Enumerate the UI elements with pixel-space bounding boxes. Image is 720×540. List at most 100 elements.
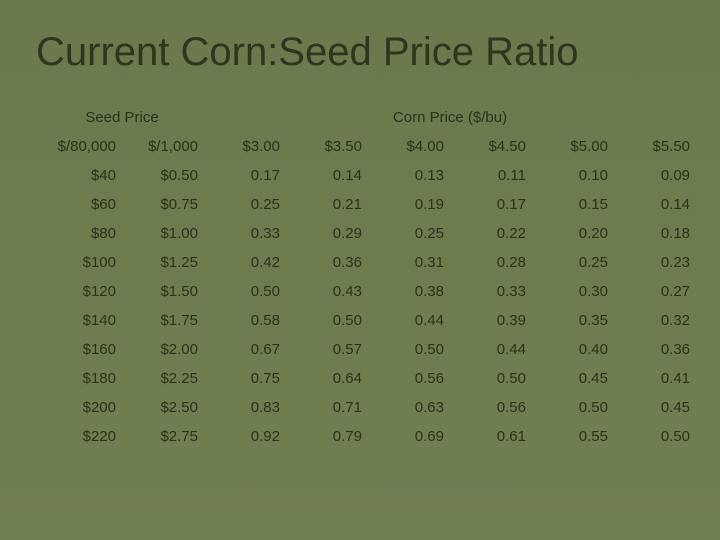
cell: $220 <box>40 422 122 451</box>
cell: 0.57 <box>286 335 368 364</box>
cell: 0.10 <box>532 161 614 190</box>
cell: 0.44 <box>368 306 450 335</box>
group-header-row: Seed Price Corn Price ($/bu) <box>40 103 696 132</box>
cell: $140 <box>40 306 122 335</box>
cell: 0.50 <box>204 277 286 306</box>
table-row: $100 $1.25 0.42 0.36 0.31 0.28 0.25 0.23 <box>40 248 696 277</box>
cell: 0.39 <box>450 306 532 335</box>
cell: 0.14 <box>614 190 696 219</box>
table-row: $160 $2.00 0.67 0.57 0.50 0.44 0.40 0.36 <box>40 335 696 364</box>
cell: 0.09 <box>614 161 696 190</box>
table-row: $220 $2.75 0.92 0.79 0.69 0.61 0.55 0.50 <box>40 422 696 451</box>
cell: 0.36 <box>614 335 696 364</box>
cell: $120 <box>40 277 122 306</box>
cell: $200 <box>40 393 122 422</box>
cell: 0.50 <box>532 393 614 422</box>
cell: $1.00 <box>122 219 204 248</box>
cell: 0.35 <box>532 306 614 335</box>
cell: 0.92 <box>204 422 286 451</box>
cell: $180 <box>40 364 122 393</box>
cell: 0.64 <box>286 364 368 393</box>
cell: 0.71 <box>286 393 368 422</box>
cell: 0.25 <box>204 190 286 219</box>
cell: $2.50 <box>122 393 204 422</box>
table-body: $40 $0.50 0.17 0.14 0.13 0.11 0.10 0.09 … <box>40 161 696 451</box>
cell: 0.50 <box>368 335 450 364</box>
cell: 0.50 <box>286 306 368 335</box>
cell: 0.21 <box>286 190 368 219</box>
cell: $1.50 <box>122 277 204 306</box>
cell: 0.29 <box>286 219 368 248</box>
cell: 0.44 <box>450 335 532 364</box>
cell: 0.13 <box>368 161 450 190</box>
cell: $2.75 <box>122 422 204 451</box>
col-header: $3.00 <box>204 132 286 161</box>
table-row: $180 $2.25 0.75 0.64 0.56 0.50 0.45 0.41 <box>40 364 696 393</box>
cell: 0.45 <box>614 393 696 422</box>
cell: 0.45 <box>532 364 614 393</box>
cell: 0.75 <box>204 364 286 393</box>
column-header-row: $/80,000 $/1,000 $3.00 $3.50 $4.00 $4.50… <box>40 132 696 161</box>
cell: 0.20 <box>532 219 614 248</box>
cell: 0.17 <box>204 161 286 190</box>
cell: 0.22 <box>450 219 532 248</box>
cell: 0.67 <box>204 335 286 364</box>
cell: 0.30 <box>532 277 614 306</box>
cell: 0.19 <box>368 190 450 219</box>
col-header: $5.50 <box>614 132 696 161</box>
cell: $160 <box>40 335 122 364</box>
cell: 0.11 <box>450 161 532 190</box>
col-header: $/80,000 <box>40 132 122 161</box>
cell: 0.36 <box>286 248 368 277</box>
cell: $1.75 <box>122 306 204 335</box>
cell: 0.50 <box>450 364 532 393</box>
table-row: $80 $1.00 0.33 0.29 0.25 0.22 0.20 0.18 <box>40 219 696 248</box>
cell: 0.25 <box>532 248 614 277</box>
cell: 0.43 <box>286 277 368 306</box>
col-header: $4.00 <box>368 132 450 161</box>
ratio-table: Seed Price Corn Price ($/bu) $/80,000 $/… <box>40 103 696 451</box>
slide: Current Corn:Seed Price Ratio Seed Price… <box>0 0 720 540</box>
cell: $80 <box>40 219 122 248</box>
cell: $2.25 <box>122 364 204 393</box>
cell: 0.33 <box>450 277 532 306</box>
cell: 0.56 <box>368 364 450 393</box>
cell: 0.69 <box>368 422 450 451</box>
cell: 0.58 <box>204 306 286 335</box>
col-header: $/1,000 <box>122 132 204 161</box>
cell: 0.14 <box>286 161 368 190</box>
cell: 0.83 <box>204 393 286 422</box>
cell: 0.40 <box>532 335 614 364</box>
cell: $0.50 <box>122 161 204 190</box>
cell: 0.50 <box>614 422 696 451</box>
slide-title: Current Corn:Seed Price Ratio <box>36 30 690 75</box>
cell: 0.25 <box>368 219 450 248</box>
cell: 0.31 <box>368 248 450 277</box>
table-row: $40 $0.50 0.17 0.14 0.13 0.11 0.10 0.09 <box>40 161 696 190</box>
table-row: $60 $0.75 0.25 0.21 0.19 0.17 0.15 0.14 <box>40 190 696 219</box>
table-row: $140 $1.75 0.58 0.50 0.44 0.39 0.35 0.32 <box>40 306 696 335</box>
cell: 0.38 <box>368 277 450 306</box>
cell: 0.28 <box>450 248 532 277</box>
col-header: $5.00 <box>532 132 614 161</box>
group-header-corn-price: Corn Price ($/bu) <box>204 103 696 132</box>
cell: 0.56 <box>450 393 532 422</box>
cell: 0.42 <box>204 248 286 277</box>
cell: 0.41 <box>614 364 696 393</box>
cell: $2.00 <box>122 335 204 364</box>
cell: 0.23 <box>614 248 696 277</box>
cell: 0.79 <box>286 422 368 451</box>
col-header: $3.50 <box>286 132 368 161</box>
cell: 0.17 <box>450 190 532 219</box>
cell: $100 <box>40 248 122 277</box>
cell: $0.75 <box>122 190 204 219</box>
group-header-seed-price: Seed Price <box>40 103 204 132</box>
table-row: $120 $1.50 0.50 0.43 0.38 0.33 0.30 0.27 <box>40 277 696 306</box>
col-header: $4.50 <box>450 132 532 161</box>
cell: 0.18 <box>614 219 696 248</box>
cell: 0.27 <box>614 277 696 306</box>
cell: 0.15 <box>532 190 614 219</box>
cell: $40 <box>40 161 122 190</box>
cell: 0.63 <box>368 393 450 422</box>
cell: 0.33 <box>204 219 286 248</box>
